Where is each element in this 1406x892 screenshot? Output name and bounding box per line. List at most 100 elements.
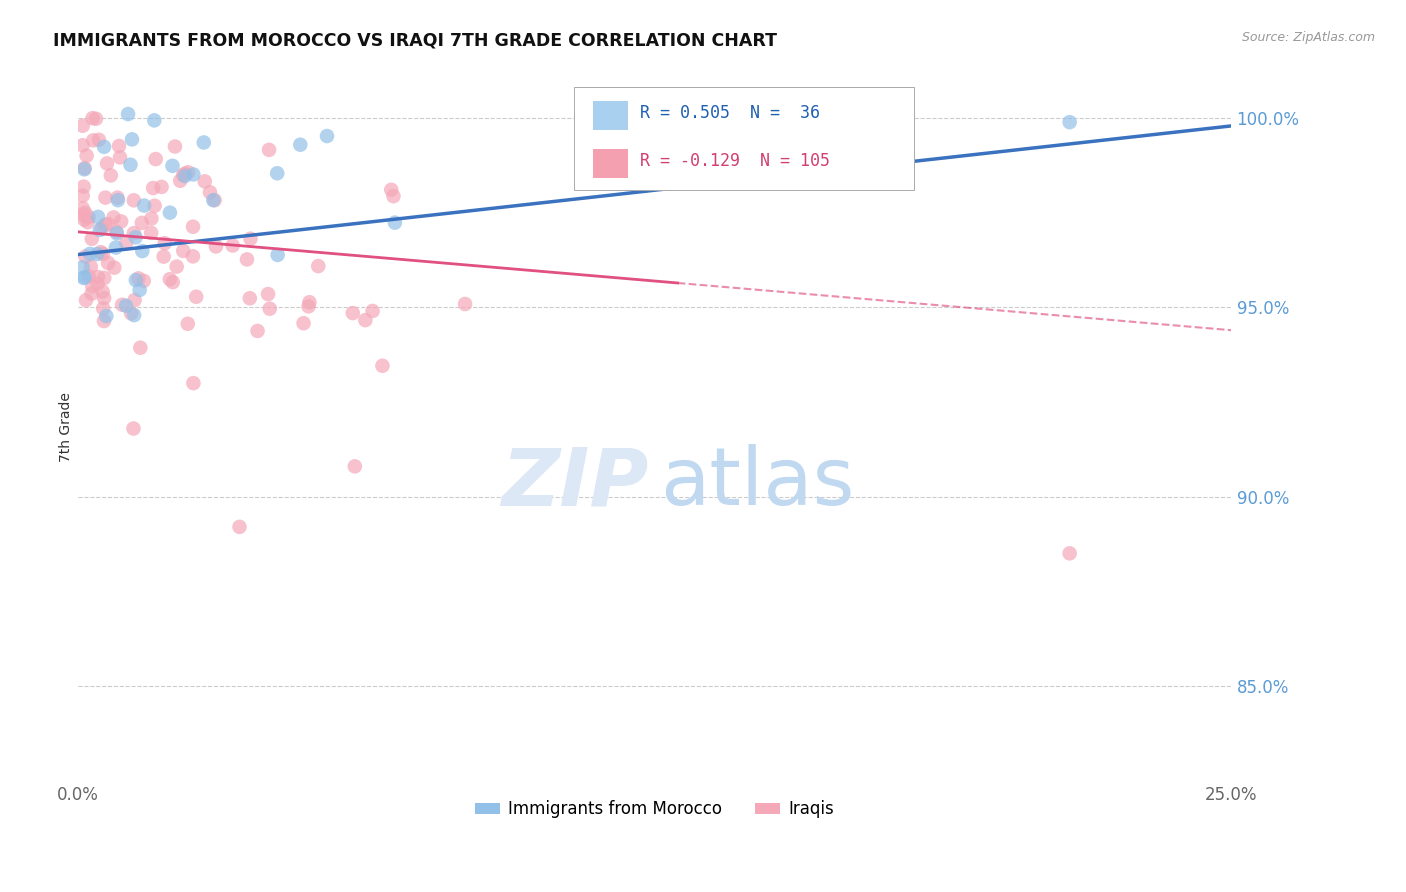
Point	[73, 271, 96, 285]
Point	[115, 299, 138, 313]
Point	[93, 271, 115, 285]
Point	[259, 301, 281, 316]
Point	[87, 210, 110, 224]
Point	[198, 186, 221, 200]
Point	[93, 291, 115, 305]
Legend: Immigrants from Morocco, Iraqis: Immigrants from Morocco, Iraqis	[468, 794, 841, 825]
Point	[181, 249, 204, 263]
Point	[290, 137, 312, 152]
Point	[257, 143, 280, 157]
Point	[145, 152, 167, 166]
Point	[84, 112, 107, 126]
Point	[124, 293, 146, 307]
Text: Source: ZipAtlas.com: Source: ZipAtlas.com	[1241, 31, 1375, 45]
Point	[1059, 115, 1081, 129]
Point	[87, 133, 110, 147]
Point	[90, 221, 112, 235]
Point	[94, 191, 117, 205]
Text: R = -0.129  N = 105: R = -0.129 N = 105	[640, 153, 830, 170]
Point	[75, 293, 97, 308]
Point	[128, 283, 150, 297]
Point	[94, 218, 117, 232]
Point	[131, 244, 153, 258]
Point	[122, 226, 145, 240]
Point	[384, 216, 406, 230]
Point	[72, 188, 94, 202]
Point	[194, 174, 217, 188]
Point	[307, 259, 329, 273]
Point	[142, 181, 165, 195]
Point	[134, 198, 156, 212]
Point	[121, 132, 143, 146]
Point	[143, 199, 166, 213]
Point	[76, 148, 98, 162]
Point	[132, 274, 155, 288]
Point	[131, 216, 153, 230]
Point	[97, 217, 120, 231]
Text: R = 0.505  N =  36: R = 0.505 N = 36	[640, 104, 820, 122]
Point	[166, 260, 188, 274]
Point	[73, 162, 96, 177]
Point	[91, 285, 114, 299]
Point	[380, 183, 402, 197]
Point	[97, 256, 120, 270]
Point	[76, 215, 98, 229]
Point	[361, 304, 384, 318]
Point	[172, 244, 194, 258]
Point	[292, 316, 315, 330]
Point	[162, 275, 184, 289]
Point	[239, 291, 262, 305]
Point	[120, 158, 142, 172]
Point	[96, 156, 118, 170]
Point	[127, 271, 149, 285]
Point	[246, 324, 269, 338]
Point	[80, 286, 103, 301]
Point	[228, 520, 250, 534]
Point	[122, 308, 145, 322]
Point	[73, 161, 96, 176]
Point	[105, 227, 128, 241]
Text: ZIP: ZIP	[502, 444, 648, 522]
Point	[75, 205, 97, 219]
Point	[91, 301, 114, 316]
Point	[153, 236, 176, 251]
Point	[104, 241, 127, 255]
Point	[107, 193, 129, 207]
Point	[257, 287, 280, 301]
Point	[87, 270, 110, 285]
Point	[239, 232, 262, 246]
Point	[186, 290, 208, 304]
Point	[181, 219, 204, 234]
Point	[236, 252, 259, 267]
Point	[169, 174, 191, 188]
Point	[72, 119, 94, 133]
Point	[177, 317, 200, 331]
Point	[183, 376, 205, 391]
Point	[72, 201, 94, 215]
Point	[72, 138, 94, 153]
Point	[86, 247, 108, 261]
Point	[159, 272, 181, 286]
Point	[111, 298, 134, 312]
Point	[80, 260, 103, 274]
Point	[371, 359, 394, 373]
Bar	[593, 102, 628, 129]
Point	[72, 260, 94, 275]
Point	[125, 273, 148, 287]
Point	[162, 159, 184, 173]
Point	[90, 245, 112, 260]
Point	[183, 168, 205, 182]
Point	[342, 306, 364, 320]
Point	[143, 113, 166, 128]
Point	[129, 341, 152, 355]
Point	[77, 210, 100, 224]
Point	[103, 260, 125, 275]
Point	[79, 247, 101, 261]
Point	[91, 247, 114, 261]
Point	[173, 169, 195, 183]
Point	[96, 309, 118, 323]
Point	[122, 194, 145, 208]
Point	[77, 269, 100, 284]
Point	[266, 166, 288, 180]
Text: atlas: atlas	[661, 444, 855, 522]
